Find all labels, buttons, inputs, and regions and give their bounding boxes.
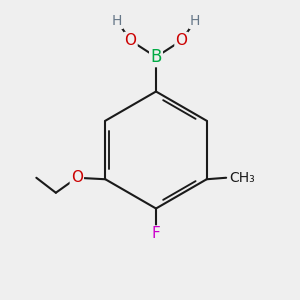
- Text: H: H: [190, 14, 200, 28]
- Text: B: B: [150, 48, 162, 66]
- Text: CH₃: CH₃: [229, 171, 255, 185]
- Text: F: F: [152, 226, 160, 242]
- Text: O: O: [71, 170, 83, 185]
- Text: O: O: [124, 33, 136, 48]
- Text: O: O: [176, 33, 188, 48]
- Text: H: H: [112, 14, 122, 28]
